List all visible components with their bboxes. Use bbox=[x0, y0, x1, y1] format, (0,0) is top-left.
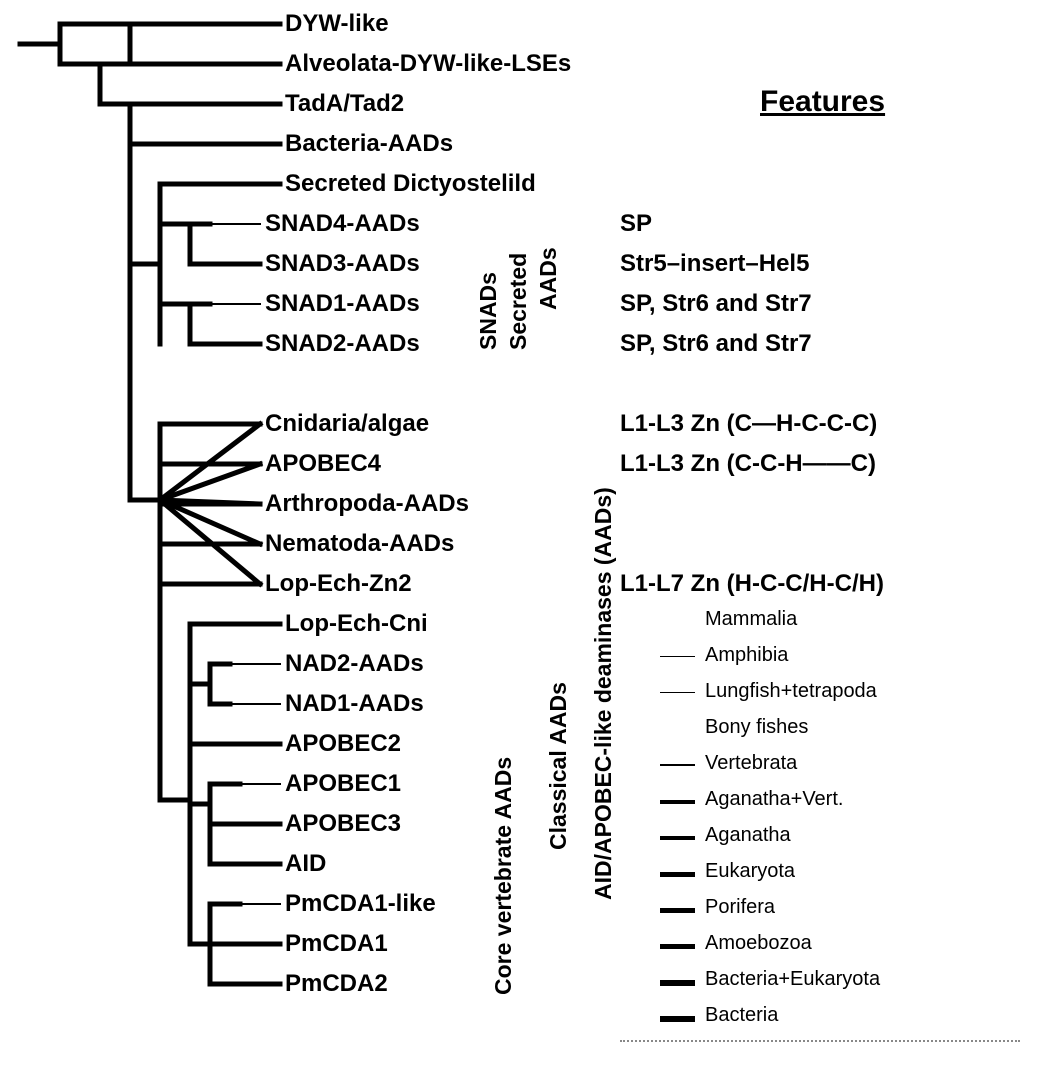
leaf-snad4: SNAD4-AADs bbox=[265, 210, 420, 238]
legend-label-3: Bony fishes bbox=[705, 716, 808, 739]
leaf-aid: AID bbox=[285, 850, 326, 878]
legend-line-5 bbox=[660, 800, 695, 804]
leaf-cnid: Cnidaria/algae bbox=[265, 410, 429, 438]
leaf-apo3: APOBEC3 bbox=[285, 810, 401, 838]
vlabel-0: SNADs bbox=[475, 272, 502, 350]
leaf-arth: Arthropoda-AADs bbox=[265, 490, 469, 518]
legend-line-9 bbox=[660, 944, 695, 949]
legend-label-10: Bacteria+Eukaryota bbox=[705, 968, 880, 991]
leaf-nad1: NAD1-AADs bbox=[285, 690, 424, 718]
leaf-snad2: SNAD2-AADs bbox=[265, 330, 420, 358]
legend-label-8: Porifera bbox=[705, 896, 775, 919]
features-heading: Features bbox=[760, 85, 885, 119]
vlabel-3: Core vertebrate AADs bbox=[490, 757, 517, 995]
leaf-lopzn2: Lop-Ech-Zn2 bbox=[265, 570, 412, 598]
leaf-nad2: NAD2-AADs bbox=[285, 650, 424, 678]
legend-label-6: Aganatha bbox=[705, 824, 791, 847]
feature-item-2: SP, Str6 and Str7 bbox=[620, 290, 812, 318]
legend-label-7: Eukaryota bbox=[705, 860, 795, 883]
leaf-secdic: Secreted Dictyostelild bbox=[285, 170, 536, 198]
legend-line-4 bbox=[660, 764, 695, 766]
leaf-snad1: SNAD1-AADs bbox=[265, 290, 420, 318]
vlabel-5: AID/APOBEC-like deaminases (AADs) bbox=[590, 487, 617, 900]
legend-label-2: Lungfish+tetrapoda bbox=[705, 680, 877, 703]
diagram-root: DYW-like Alveolata-DYW-like-LSEs TadA/Tad2… bbox=[0, 0, 1051, 1069]
leaf-apo4: APOBEC4 bbox=[265, 450, 381, 478]
feature-item-6: L1-L7 Zn (H-C-C/H-C/H) bbox=[620, 570, 884, 598]
vlabel-1: Secreted bbox=[505, 253, 532, 350]
legend-line-8 bbox=[660, 908, 695, 913]
legend-label-1: Amphibia bbox=[705, 644, 788, 667]
vlabel-2: AADs bbox=[535, 247, 562, 310]
feature-item-1: Str5–insert–Hel5 bbox=[620, 250, 809, 278]
leaf-apo1: APOBEC1 bbox=[285, 770, 401, 798]
leaf-bact: Bacteria-AADs bbox=[285, 130, 453, 158]
legend-label-0: Mammalia bbox=[705, 608, 797, 631]
leaf-dyw: DYW-like bbox=[285, 10, 389, 38]
legend-line-7 bbox=[660, 872, 695, 877]
vlabel-4: Classical AADs bbox=[545, 682, 572, 850]
feature-item-3: SP, Str6 and Str7 bbox=[620, 330, 812, 358]
legend-label-11: Bacteria bbox=[705, 1004, 778, 1027]
leaf-apo2: APOBEC2 bbox=[285, 730, 401, 758]
feature-item-5: L1-L3 Zn (C-C-H——C) bbox=[620, 450, 876, 478]
leaf-pmcda1: PmCDA1 bbox=[285, 930, 388, 958]
legend-line-6 bbox=[660, 836, 695, 840]
leaf-pmcda1l: PmCDA1-like bbox=[285, 890, 436, 918]
legend-line-10 bbox=[660, 980, 695, 986]
feature-item-0: SP bbox=[620, 210, 652, 238]
legend-label-4: Vertebrata bbox=[705, 752, 797, 775]
feature-item-4: L1-L3 Zn (C—H-C-C-C) bbox=[620, 410, 877, 438]
leaf-lopcni: Lop-Ech-Cni bbox=[285, 610, 428, 638]
legend-label-5: Aganatha+Vert. bbox=[705, 788, 843, 811]
legend-line-1 bbox=[660, 656, 695, 657]
dotted-divider bbox=[620, 1040, 1020, 1042]
legend-line-2 bbox=[660, 692, 695, 693]
leaf-alv: Alveolata-DYW-like-LSEs bbox=[285, 50, 571, 78]
leaf-pmcda2: PmCDA2 bbox=[285, 970, 388, 998]
leaf-snad3: SNAD3-AADs bbox=[265, 250, 420, 278]
phylo-tree bbox=[0, 0, 1051, 1069]
leaf-tad: TadA/Tad2 bbox=[285, 90, 404, 118]
legend-label-9: Amoebozoa bbox=[705, 932, 812, 955]
leaf-nema: Nematoda-AADs bbox=[265, 530, 454, 558]
legend-line-11 bbox=[660, 1016, 695, 1022]
